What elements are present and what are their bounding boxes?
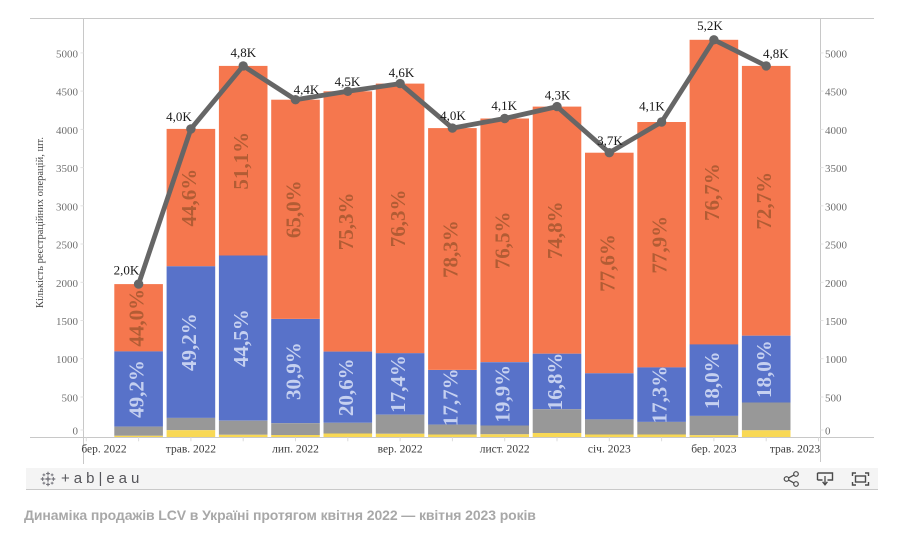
svg-text:4,3K: 4,3K xyxy=(545,88,571,103)
svg-text:19,9%: 19,9% xyxy=(491,365,515,423)
svg-text:77,6%: 77,6% xyxy=(595,234,619,292)
svg-text:4,1K: 4,1K xyxy=(491,98,517,113)
svg-text:2000: 2000 xyxy=(825,278,848,290)
svg-text:4,4K: 4,4K xyxy=(294,82,320,97)
svg-text:17,3%: 17,3% xyxy=(648,366,672,424)
svg-text:30,9%: 30,9% xyxy=(282,342,306,400)
svg-text:2500: 2500 xyxy=(56,240,79,252)
svg-text:2,0K: 2,0K xyxy=(114,263,140,278)
svg-text:4,0K: 4,0K xyxy=(166,109,192,124)
svg-text:74,8%: 74,8% xyxy=(543,201,567,259)
svg-text:3500: 3500 xyxy=(56,163,79,175)
svg-text:5000: 5000 xyxy=(825,48,848,60)
svg-text:4000: 4000 xyxy=(56,125,79,137)
svg-text:1000: 1000 xyxy=(825,354,848,366)
svg-text:трав. 2022: трав. 2022 xyxy=(166,444,216,456)
svg-text:4500: 4500 xyxy=(825,87,848,99)
svg-text:4,8K: 4,8K xyxy=(230,45,256,60)
svg-text:1500: 1500 xyxy=(56,316,79,328)
svg-text:18,0%: 18,0% xyxy=(752,340,776,398)
svg-text:0: 0 xyxy=(73,426,79,438)
svg-text:44,0%: 44,0% xyxy=(125,289,149,347)
svg-text:3000: 3000 xyxy=(56,201,79,213)
svg-text:4,6K: 4,6K xyxy=(389,65,415,80)
svg-text:44,6%: 44,6% xyxy=(177,169,201,227)
svg-text:лист. 2022: лист. 2022 xyxy=(480,444,530,456)
svg-text:5000: 5000 xyxy=(56,48,79,60)
svg-text:бер. 2022: бер. 2022 xyxy=(81,444,127,456)
svg-text:49,2%: 49,2% xyxy=(177,313,201,371)
svg-text:1500: 1500 xyxy=(825,316,848,328)
svg-text:51,1%: 51,1% xyxy=(229,132,253,190)
svg-text:500: 500 xyxy=(825,393,842,405)
svg-text:500: 500 xyxy=(62,393,79,405)
svg-text:75,3%: 75,3% xyxy=(334,193,358,251)
svg-text:2500: 2500 xyxy=(825,240,848,252)
svg-text:3500: 3500 xyxy=(825,163,848,175)
svg-text:76,7%: 76,7% xyxy=(700,163,724,221)
svg-text:17,7%: 17,7% xyxy=(438,368,462,426)
svg-text:лип. 2022: лип. 2022 xyxy=(272,444,319,456)
svg-text:44,5%: 44,5% xyxy=(229,309,253,367)
svg-text:4,1K: 4,1K xyxy=(639,98,665,113)
svg-text:72,7%: 72,7% xyxy=(752,172,776,230)
svg-text:20,6%: 20,6% xyxy=(334,358,358,416)
svg-text:3000: 3000 xyxy=(825,201,848,213)
svg-text:4000: 4000 xyxy=(825,125,848,137)
svg-text:76,5%: 76,5% xyxy=(491,212,515,270)
svg-text:65,0%: 65,0% xyxy=(282,180,306,238)
svg-text:49,2%: 49,2% xyxy=(125,360,149,418)
svg-text:4,5K: 4,5K xyxy=(335,74,361,89)
svg-text:бер. 2023: бер. 2023 xyxy=(691,444,737,456)
svg-text:2000: 2000 xyxy=(56,278,79,290)
svg-text:0: 0 xyxy=(825,426,831,438)
svg-text:січ. 2023: січ. 2023 xyxy=(588,444,631,456)
svg-text:Кількість реєстраційних операц: Кількість реєстраційних операцій, шт. xyxy=(35,137,46,308)
svg-text:16,8%: 16,8% xyxy=(543,353,567,411)
svg-text:4,8K: 4,8K xyxy=(763,46,789,61)
svg-text:3,7K: 3,7K xyxy=(597,133,623,148)
svg-text:76,3%: 76,3% xyxy=(386,190,410,248)
svg-text:18,0%: 18,0% xyxy=(700,351,724,409)
svg-text:4,0K: 4,0K xyxy=(440,108,466,123)
svg-text:трав. 2023: трав. 2023 xyxy=(770,444,820,456)
svg-text:17,4%: 17,4% xyxy=(386,355,410,413)
svg-text:4500: 4500 xyxy=(56,87,79,99)
svg-text:вер. 2022: вер. 2022 xyxy=(378,444,423,456)
svg-text:78,3%: 78,3% xyxy=(438,220,462,278)
svg-text:77,9%: 77,9% xyxy=(648,216,672,274)
svg-text:5,2K: 5,2K xyxy=(697,18,723,33)
svg-text:1000: 1000 xyxy=(56,354,79,366)
